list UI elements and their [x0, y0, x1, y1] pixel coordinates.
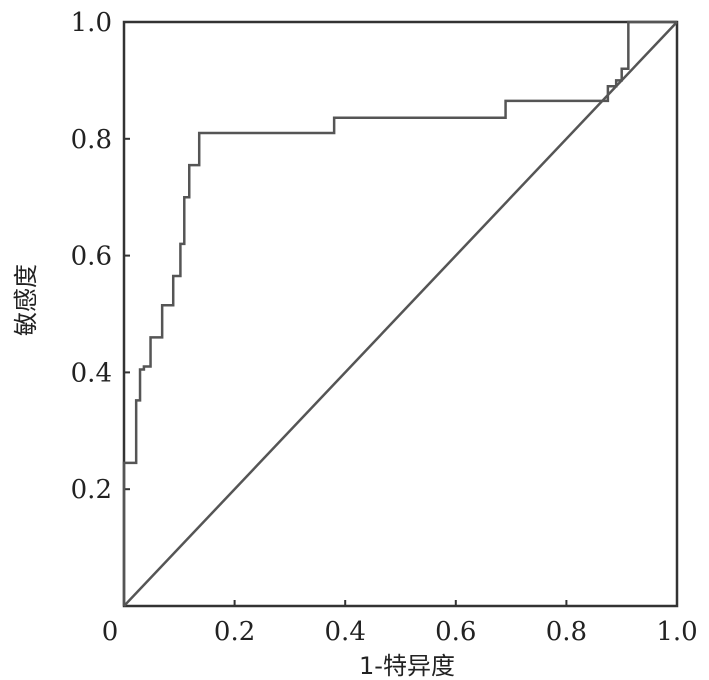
reference-diagonal-line	[123, 21, 678, 607]
x-tick-label: 0.4	[325, 617, 366, 647]
x-axis-label: 1-特异度	[359, 652, 455, 680]
plot-border	[122, 20, 679, 608]
series-layer	[122, 20, 678, 607]
y-tick-label: 0.2	[71, 475, 112, 505]
y-tick-label: 0.8	[71, 125, 112, 155]
x-axis-ticks: 0 0.2 0.4 0.6 0.8 1.0	[102, 600, 698, 647]
y-tick-label: 0.4	[71, 358, 112, 388]
x-tick-label: 0.6	[435, 617, 476, 647]
x-tick-label: 0.2	[214, 617, 255, 647]
y-tick-label: 1.0	[71, 8, 112, 38]
plot-frame	[122, 20, 679, 608]
y-axis-ticks: 0.2 0.4 0.6 0.8 1.0	[71, 8, 130, 505]
y-tick-label: 0.6	[71, 242, 112, 272]
y-axis-label: 敏感度	[12, 264, 40, 336]
x-tick-label: 0.8	[546, 617, 587, 647]
x-tick-label: 1.0	[656, 617, 697, 647]
x-tick-label: 0	[102, 617, 119, 647]
